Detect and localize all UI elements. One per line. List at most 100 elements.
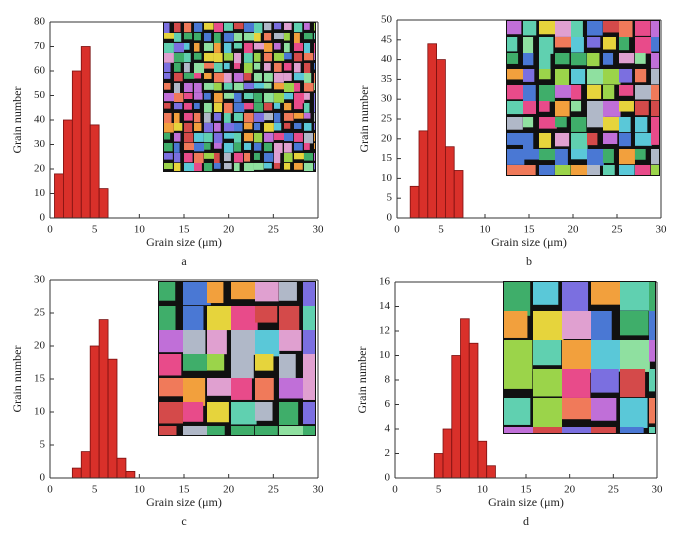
grain [234, 103, 245, 113]
grain [303, 354, 315, 382]
y-tick-label: 20 [34, 163, 46, 175]
grain [507, 133, 525, 145]
grain [619, 149, 635, 165]
grain [164, 153, 173, 160]
grain [274, 153, 281, 164]
grain [254, 33, 261, 42]
grain [183, 330, 206, 355]
grain [194, 73, 202, 79]
grain [603, 69, 621, 85]
grain [244, 163, 254, 171]
grain [224, 33, 234, 42]
y-tick-label: 8 [385, 374, 391, 386]
grain [523, 165, 536, 175]
grain [224, 123, 235, 132]
x-axis-label: Grain size (μm) [488, 495, 564, 509]
y-tick-label: 4 [385, 423, 391, 435]
y-tick-label: 20 [381, 132, 393, 144]
y-tick-label: 35 [381, 73, 393, 85]
grain [224, 163, 232, 170]
grain [523, 117, 534, 128]
grain [274, 143, 283, 153]
x-tick-label: 20 [223, 224, 235, 236]
grain [523, 69, 535, 82]
bar [107, 358, 118, 479]
grain [194, 153, 204, 164]
grain [264, 83, 272, 89]
grain [207, 402, 229, 423]
grain [214, 53, 223, 63]
grain [194, 53, 202, 60]
grain [533, 398, 563, 431]
x-tick-label: 10 [134, 484, 146, 496]
grain [555, 117, 567, 128]
grain [274, 53, 285, 61]
grain [284, 163, 291, 170]
grain [184, 123, 193, 133]
grain [504, 340, 533, 372]
grain [279, 282, 297, 301]
grain [562, 398, 596, 420]
grain [274, 93, 285, 103]
grain [234, 73, 244, 82]
grain [234, 53, 242, 64]
grain [523, 149, 540, 160]
grain [254, 123, 261, 131]
grain [619, 85, 634, 96]
grain [284, 143, 292, 153]
x-tick-label: 30 [652, 484, 664, 496]
y-tick-label: 10 [34, 187, 46, 199]
y-tick-label: 25 [381, 113, 393, 125]
grain [204, 73, 212, 79]
x-tick-label: 25 [268, 484, 280, 496]
grain [164, 33, 175, 39]
grain [284, 153, 293, 163]
grain [294, 163, 303, 170]
bar [125, 470, 136, 479]
grain [651, 37, 659, 52]
grain [571, 21, 583, 39]
grain [294, 93, 305, 104]
grain [314, 73, 315, 84]
grain [562, 427, 595, 433]
grain [284, 63, 292, 71]
grain [194, 23, 203, 32]
grain [539, 21, 556, 35]
grain [314, 133, 315, 142]
grain [587, 53, 600, 67]
grain [555, 21, 573, 37]
grain [207, 378, 234, 396]
x-tick-label: 30 [313, 224, 325, 236]
grain [314, 143, 315, 150]
grain [214, 113, 222, 121]
caption: c [181, 514, 186, 528]
grain [284, 113, 294, 121]
grain [279, 378, 306, 399]
y-tick-label: 30 [34, 274, 46, 286]
bar [427, 43, 437, 219]
grain [264, 63, 271, 71]
grain [555, 149, 568, 166]
grain [184, 163, 195, 171]
grain [214, 33, 221, 44]
grain [279, 330, 302, 351]
grain [571, 53, 587, 66]
grain [649, 369, 655, 392]
grain [174, 123, 183, 131]
grain [231, 402, 257, 425]
grain [224, 133, 235, 139]
grain [231, 354, 254, 379]
grain [304, 163, 314, 171]
grain [635, 53, 646, 64]
grain [264, 153, 274, 162]
grain [184, 33, 193, 40]
grain [533, 282, 559, 305]
grain [620, 427, 644, 433]
grain [255, 378, 274, 401]
x-tick-label: 20 [223, 484, 235, 496]
x-tick-label: 0 [47, 224, 53, 236]
grain [244, 103, 254, 110]
grain [234, 123, 243, 132]
grain [184, 143, 195, 151]
grain [244, 113, 254, 123]
